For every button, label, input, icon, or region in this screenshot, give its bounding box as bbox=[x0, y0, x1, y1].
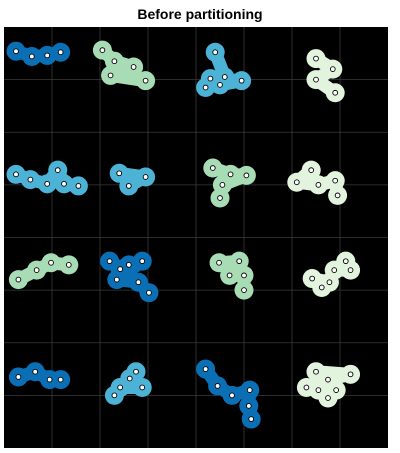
data-point bbox=[142, 77, 149, 84]
data-point bbox=[116, 170, 123, 177]
data-point bbox=[217, 82, 223, 88]
data-point bbox=[219, 182, 226, 188]
data-point bbox=[133, 368, 139, 375]
cluster-blob-3 bbox=[309, 52, 342, 100]
data-point bbox=[125, 183, 132, 189]
data-point bbox=[202, 366, 209, 372]
data-point bbox=[117, 384, 124, 391]
data-point bbox=[227, 171, 234, 178]
data-point bbox=[207, 75, 214, 82]
data-point bbox=[130, 64, 137, 70]
data-point bbox=[331, 267, 338, 273]
data-point bbox=[216, 259, 222, 266]
data-point bbox=[226, 272, 233, 279]
data-point bbox=[245, 403, 252, 409]
data-point bbox=[313, 55, 319, 62]
data-point bbox=[13, 171, 19, 178]
data-point bbox=[202, 84, 209, 91]
data-point bbox=[46, 376, 53, 383]
data-point bbox=[75, 183, 82, 189]
data-point bbox=[44, 52, 51, 59]
data-point bbox=[142, 174, 149, 180]
data-point bbox=[106, 258, 113, 265]
data-point bbox=[334, 192, 341, 199]
data-point bbox=[229, 392, 235, 399]
data-point bbox=[15, 276, 22, 283]
data-point bbox=[107, 72, 114, 79]
data-point bbox=[57, 376, 64, 383]
data-point bbox=[212, 49, 219, 56]
data-point bbox=[313, 368, 319, 375]
data-point bbox=[243, 172, 250, 179]
data-point bbox=[32, 368, 39, 375]
data-point bbox=[214, 383, 221, 389]
data-point bbox=[57, 49, 64, 56]
data-point bbox=[333, 387, 340, 393]
data-point bbox=[326, 279, 333, 286]
data-point bbox=[347, 371, 354, 378]
data-point bbox=[347, 267, 354, 273]
data-point bbox=[332, 177, 339, 184]
data-point bbox=[99, 47, 106, 54]
data-point bbox=[126, 375, 133, 382]
data-point bbox=[48, 259, 54, 266]
data-point bbox=[125, 262, 132, 268]
data-point bbox=[325, 395, 331, 401]
data-point bbox=[209, 165, 216, 171]
data-point bbox=[329, 66, 336, 72]
data-point bbox=[15, 374, 22, 380]
data-point bbox=[13, 48, 19, 55]
data-point bbox=[332, 89, 339, 96]
data-point bbox=[217, 195, 223, 201]
data-point bbox=[318, 284, 325, 291]
data-point bbox=[113, 276, 120, 283]
data-point bbox=[325, 376, 331, 383]
data-point bbox=[315, 182, 322, 188]
data-point bbox=[111, 58, 118, 65]
data-point bbox=[308, 167, 315, 173]
data-point bbox=[342, 258, 349, 265]
data-point bbox=[241, 287, 247, 293]
data-point bbox=[27, 176, 34, 183]
data-point bbox=[139, 384, 146, 391]
data-point bbox=[65, 262, 72, 268]
data-point bbox=[246, 387, 253, 393]
data-point bbox=[33, 267, 40, 273]
data-point bbox=[238, 77, 245, 84]
data-point bbox=[61, 180, 67, 187]
data-point bbox=[309, 275, 316, 282]
data-point bbox=[117, 266, 124, 272]
data-point bbox=[139, 258, 146, 265]
data-point bbox=[236, 258, 243, 265]
chart-title: Before partitioning bbox=[137, 6, 263, 22]
data-point bbox=[303, 384, 310, 391]
data-point bbox=[221, 74, 228, 80]
data-point bbox=[135, 279, 142, 286]
data-point bbox=[315, 387, 322, 393]
data-point bbox=[241, 272, 247, 279]
data-point bbox=[293, 179, 300, 186]
data-point bbox=[313, 76, 319, 83]
data-point bbox=[248, 416, 255, 422]
data-point bbox=[111, 392, 118, 399]
data-point bbox=[54, 167, 61, 173]
data-point bbox=[44, 180, 51, 187]
data-point bbox=[28, 53, 35, 60]
data-point bbox=[146, 289, 152, 296]
